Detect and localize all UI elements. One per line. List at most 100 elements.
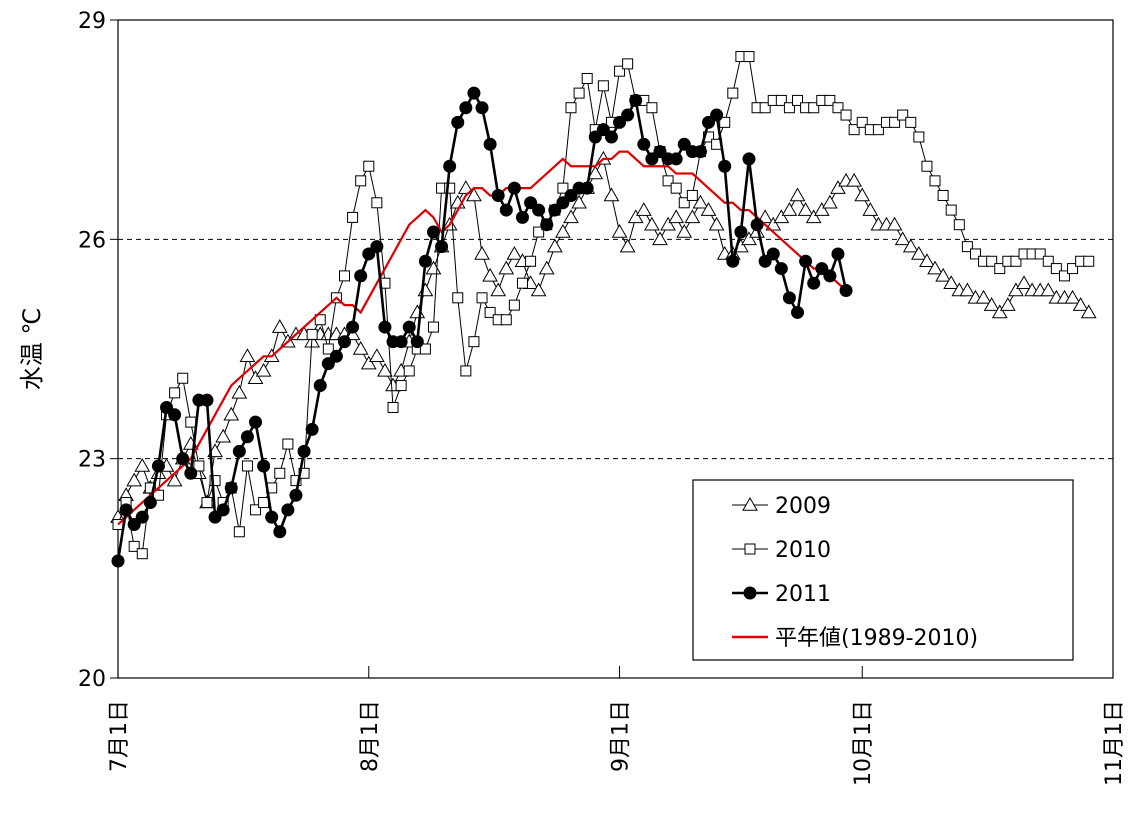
data-point — [839, 284, 853, 298]
data-point — [482, 267, 498, 282]
data-point — [410, 335, 424, 349]
data-point — [961, 241, 973, 253]
data-point — [515, 210, 529, 224]
data-point — [759, 102, 771, 114]
data-point — [378, 320, 392, 334]
data-point — [538, 260, 555, 275]
data-point — [823, 269, 837, 283]
data-point — [1083, 255, 1095, 267]
data-point — [822, 194, 838, 209]
series-2011 — [111, 86, 853, 568]
data-point — [460, 365, 472, 377]
data-point — [371, 197, 383, 209]
data-point — [708, 216, 725, 231]
data-point — [635, 202, 652, 216]
data-point — [476, 292, 488, 304]
data-point — [500, 314, 512, 326]
data-point — [201, 497, 213, 509]
data-point — [929, 175, 941, 187]
data-point — [621, 108, 635, 122]
data-point — [727, 87, 739, 99]
series-layer — [110, 51, 1097, 568]
data-point — [1050, 263, 1062, 275]
data-point — [684, 209, 701, 224]
data-point — [507, 181, 521, 195]
data-point — [622, 58, 634, 70]
data-point — [419, 343, 431, 355]
data-point — [1042, 255, 1054, 267]
data-point — [247, 370, 264, 384]
data-point — [603, 187, 620, 202]
data-point — [532, 203, 546, 217]
data-point — [484, 306, 496, 318]
legend-item: 2010 — [732, 538, 831, 563]
data-point — [200, 393, 214, 407]
data-point — [444, 182, 456, 194]
data-point — [919, 253, 935, 268]
data-point — [135, 510, 149, 524]
data-point — [646, 102, 658, 114]
data-point — [580, 181, 594, 195]
data-point — [913, 131, 925, 143]
data-point — [774, 262, 788, 276]
data-point — [152, 489, 164, 501]
data-point — [710, 108, 724, 122]
data-point — [676, 224, 693, 238]
data-point — [273, 525, 287, 539]
data-point — [799, 254, 813, 268]
data-point — [789, 187, 806, 202]
data-point — [290, 475, 302, 487]
legend-item: 平年値(1989-2010) — [732, 626, 978, 651]
data-point — [889, 116, 901, 128]
data-point — [686, 189, 698, 201]
data-point — [757, 209, 774, 224]
data-point — [491, 188, 505, 202]
data-point — [840, 109, 852, 121]
data-point — [994, 263, 1006, 275]
data-point — [783, 102, 795, 114]
data-point — [791, 305, 805, 319]
data-point — [741, 231, 757, 246]
data-point — [169, 387, 181, 399]
data-point — [394, 335, 408, 349]
data-point — [668, 209, 685, 224]
legend: 2009 2010 2011 平年値(1989-2010) — [692, 479, 1074, 661]
data-point — [986, 255, 998, 267]
data-point — [581, 72, 593, 84]
data-point — [239, 348, 256, 363]
data-point — [742, 152, 756, 166]
data-point — [143, 496, 157, 510]
data-point — [249, 415, 263, 429]
data-point — [854, 187, 871, 202]
data-point — [719, 116, 731, 128]
y-tick-label: 29 — [78, 9, 106, 34]
data-point — [377, 362, 393, 377]
data-point — [395, 380, 407, 392]
legend-label: 2009 — [775, 494, 831, 519]
data-point — [797, 202, 814, 216]
data-point — [718, 159, 732, 173]
data-point — [474, 245, 490, 260]
data-point — [297, 444, 311, 458]
data-point — [370, 240, 384, 254]
data-point — [1080, 304, 1097, 319]
data-point — [369, 348, 385, 363]
data-point — [216, 503, 230, 517]
data-point — [669, 152, 683, 166]
data-point — [935, 267, 951, 282]
data-point — [530, 282, 547, 297]
data-point — [168, 408, 182, 422]
data-point — [805, 209, 822, 224]
data-point — [824, 94, 836, 106]
data-point — [991, 304, 1008, 319]
data-point — [726, 254, 740, 268]
data-point — [611, 224, 628, 238]
data-point — [240, 430, 254, 444]
y-tick-label: 20 — [78, 667, 106, 692]
data-point — [354, 269, 368, 283]
data-point — [184, 466, 198, 480]
data-point — [467, 86, 481, 100]
data-point — [250, 504, 262, 516]
data-point — [637, 137, 651, 151]
data-point — [257, 459, 271, 473]
